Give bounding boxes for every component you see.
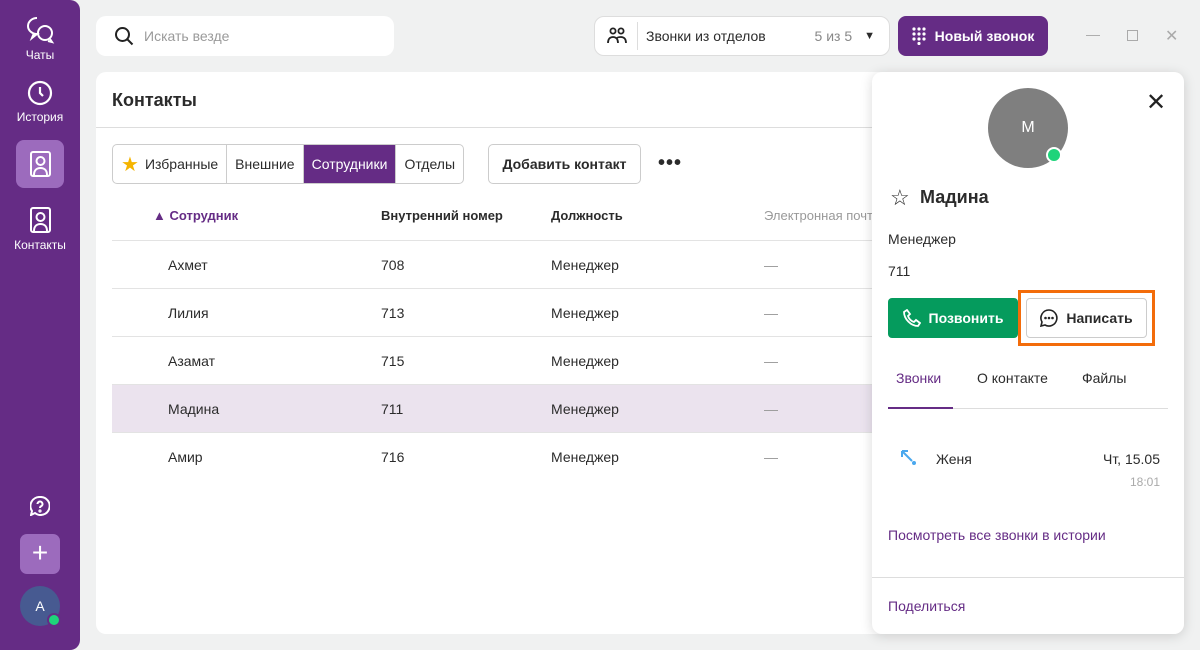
table-row[interactable]: Мадина 711 Менеджер — [112, 384, 882, 432]
tab-about[interactable]: О контакте [977, 370, 1048, 386]
online-indicator [1046, 147, 1062, 163]
highlight-frame [1018, 290, 1155, 346]
phone-icon [902, 309, 921, 327]
search-bar[interactable] [96, 16, 394, 56]
dept-label: Звонки из отделов [646, 28, 766, 44]
add-button[interactable]: + [20, 534, 60, 574]
table-row[interactable]: Лилия 713 Менеджер — [112, 288, 882, 336]
column-header-number[interactable]: Внутренний номер [381, 208, 503, 223]
table-row[interactable]: Ахмет 708 Менеджер — [112, 240, 882, 288]
call-contact-name: Женя [936, 451, 972, 467]
search-input[interactable] [144, 28, 364, 44]
chat-icon [27, 17, 55, 44]
cell-position: Менеджер [551, 449, 619, 465]
tab-external[interactable]: Внешние [227, 145, 304, 183]
cell-email: — [764, 353, 778, 369]
cell-number: 716 [381, 449, 405, 465]
contact-panel: М ✕ ☆ Мадина Менеджер 711 Позвонить Напи… [872, 72, 1184, 634]
close-icon[interactable]: ✕ [1146, 89, 1167, 116]
view-all-calls-link[interactable]: Посмотреть все звонки в истории [888, 527, 1106, 543]
online-indicator [47, 613, 61, 627]
table-row[interactable]: Амир 716 Менеджер — [112, 432, 882, 480]
group-icon [607, 27, 627, 44]
tab-employees[interactable]: Сотрудники [303, 145, 397, 183]
more-icon[interactable]: ••• [658, 152, 683, 174]
department-calls-select[interactable]: Звонки из отделов 5 из 5 ▼ [594, 16, 890, 56]
tab-files[interactable]: Файлы [1082, 370, 1127, 386]
contact-role: Менеджер [888, 231, 956, 247]
cell-number: 715 [381, 353, 405, 369]
contact-number: 711 [888, 263, 911, 279]
dept-count: 5 из 5 [814, 28, 853, 44]
cell-email: — [764, 449, 778, 465]
cell-name: Ахмет [168, 257, 208, 273]
divider [872, 577, 1184, 578]
sidebar-item-chats[interactable]: Чаты [0, 16, 80, 62]
cell-name: Азамат [168, 353, 216, 369]
cell-email: — [764, 401, 778, 417]
add-contact-button[interactable]: Добавить контакт [488, 144, 641, 184]
search-icon [115, 27, 134, 46]
cell-email: — [764, 257, 778, 273]
dialpad-icon [912, 27, 926, 45]
divider [637, 22, 638, 50]
help-icon[interactable] [30, 496, 50, 516]
divider [96, 127, 896, 128]
active-tab-indicator [888, 407, 953, 409]
cell-name: Амир [168, 449, 203, 465]
star-outline-icon[interactable]: ☆ [890, 185, 910, 210]
cell-position: Менеджер [551, 305, 619, 321]
share-link[interactable]: Поделиться [888, 598, 966, 614]
cell-position: Менеджер [551, 257, 619, 273]
cell-name: Лилия [168, 305, 209, 321]
sidebar-item-contacts[interactable]: Контакты [0, 206, 80, 252]
maximize-button[interactable] [1127, 30, 1138, 41]
column-header-email[interactable]: Электронная почта [764, 208, 881, 223]
page-title: Контакты [112, 90, 197, 110]
cell-email: — [764, 305, 778, 321]
contacts-icon [30, 151, 51, 177]
call-date: Чт, 15.05 [1102, 451, 1160, 467]
tab-departments[interactable]: Отделы [404, 156, 456, 172]
sidebar-item-contacts-active[interactable] [16, 140, 64, 188]
contact-name: Мадина [920, 187, 989, 207]
write-button[interactable]: Написать [1026, 298, 1147, 338]
divider [888, 408, 1168, 409]
outgoing-call-icon [901, 450, 916, 465]
tab-calls[interactable]: Звонки [896, 370, 942, 386]
tab-favorites[interactable]: ★ Избранные [113, 145, 228, 183]
sidebar: Чаты История Контакты + А [0, 0, 80, 650]
column-header-position[interactable]: Должность [551, 208, 623, 223]
new-call-button[interactable]: Новый звонок [898, 16, 1048, 56]
call-time: 18:01 [1129, 475, 1160, 489]
cell-position: Менеджер [551, 401, 619, 417]
table-row[interactable]: Азамат 715 Менеджер — [112, 336, 882, 384]
message-icon [1040, 309, 1059, 327]
filter-tabs: ★ Избранные Внешние Сотрудники Отделы [112, 144, 465, 184]
chevron-down-icon: ▼ [864, 30, 875, 42]
cell-number: 713 [381, 305, 405, 321]
clock-icon [27, 80, 53, 106]
column-header-employee[interactable]: ▲ Сотрудник [153, 208, 239, 223]
call-button[interactable]: Позвонить [888, 298, 1018, 338]
close-window-button[interactable]: ✕ [1165, 28, 1179, 45]
cell-name: Мадина [168, 401, 220, 417]
star-icon: ★ [121, 153, 139, 176]
minimize-button[interactable]: — [1086, 26, 1100, 42]
contacts-icon [30, 207, 51, 233]
cell-number: 708 [381, 257, 405, 273]
sidebar-item-history[interactable]: История [0, 80, 80, 124]
cell-number: 711 [381, 401, 404, 417]
cell-position: Менеджер [551, 353, 619, 369]
